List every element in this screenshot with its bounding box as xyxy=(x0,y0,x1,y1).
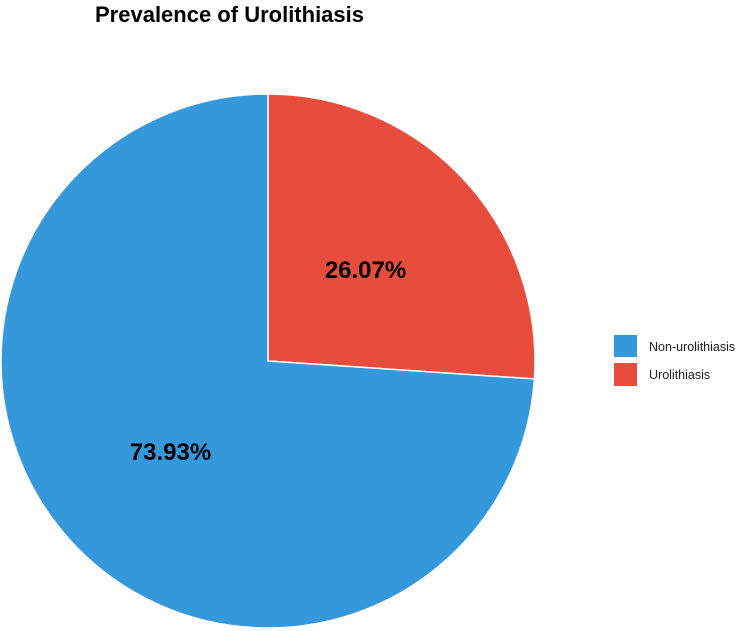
slice-label-urolithiasis: 26.07% xyxy=(325,257,406,284)
legend: Non-urolithiasis Urolithiasis xyxy=(614,335,735,386)
legend-label-non-urolithiasis: Non-urolithiasis xyxy=(649,340,735,354)
pie-slice-urolithiasis xyxy=(267,93,536,380)
pie-slice-non-urolithiasis xyxy=(0,93,536,629)
chart-title: Prevalence of Urolithiasis xyxy=(95,2,364,27)
legend-label-urolithiasis: Urolithiasis xyxy=(649,368,710,382)
pie-slices xyxy=(0,93,536,629)
pie-labels: 26.07% 73.93% xyxy=(130,257,406,466)
legend-swatch-non-urolithiasis xyxy=(614,335,637,357)
slice-label-non-urolithiasis: 73.93% xyxy=(130,439,211,466)
legend-swatch-urolithiasis xyxy=(614,363,637,386)
